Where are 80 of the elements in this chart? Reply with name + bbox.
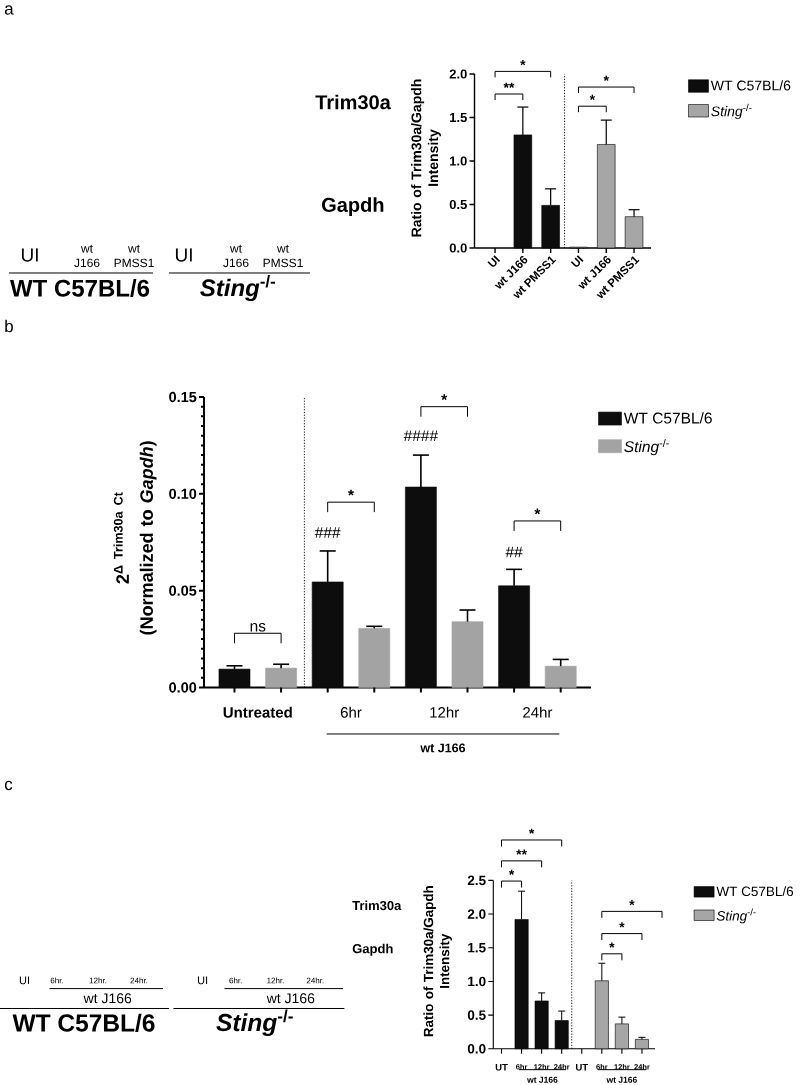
- text: wt J166: [527, 1076, 558, 1083]
- bar: [311, 581, 344, 688]
- legend-label: Sting$^{-/-}$: [624, 438, 669, 456]
- text: WT C57BL/6: [10, 279, 150, 297]
- x-tick-label: Untreated: [223, 706, 292, 718]
- y-tick-label: 0.15: [169, 391, 197, 403]
- bar: [544, 665, 577, 688]
- annotation: *: [348, 489, 354, 496]
- legend-label: Sting$^{-/-}$: [716, 908, 756, 924]
- legend-label: Sting$^{-/-}$: [711, 103, 752, 120]
- y-tick-label: 0.0: [449, 243, 467, 253]
- x-tick-label: 24hr: [523, 706, 553, 718]
- bar: [405, 486, 437, 688]
- annotation: *: [534, 508, 541, 515]
- text: WT C57BL/6: [12, 1013, 155, 1032]
- text: Gapdh: [352, 943, 393, 956]
- text: Gapdh: [322, 197, 384, 216]
- text: 6hr.: [229, 977, 242, 984]
- text: wt J166: [420, 743, 466, 753]
- y-tick-label: 2.0: [467, 909, 486, 919]
- annotation: ####: [403, 430, 439, 442]
- y-tick-label: 0.5: [449, 199, 467, 210]
- text: 12hr.: [267, 977, 284, 984]
- annotation: *: [629, 900, 635, 906]
- y-tick-label: 0.5: [467, 1010, 486, 1020]
- annotation: *: [619, 922, 625, 928]
- x-tick-label: UT: [495, 1063, 508, 1071]
- x-tick-label: UI: [487, 255, 501, 267]
- y-tick-label: 1.0: [450, 156, 467, 166]
- bar: [218, 668, 251, 688]
- text: Trim30a: [352, 900, 402, 911]
- text: *: [528, 828, 535, 834]
- text: 24hr.: [130, 977, 148, 984]
- x-tick-label: 6hr: [340, 706, 362, 718]
- legend-label: WT C57BL/6: [623, 412, 712, 424]
- text: *: [520, 60, 526, 66]
- x-tick-label: UI: [570, 255, 584, 267]
- y-axis-title: Ratio of Trim30a/Gapdh Intensity: [411, 79, 441, 237]
- text: c: [4, 780, 13, 791]
- legend-label: WT C57BL/6: [710, 80, 791, 91]
- annotation: ns: [250, 623, 266, 632]
- text: UI: [197, 976, 208, 985]
- y-tick-label: 1.5: [468, 943, 486, 953]
- y-tick-label: 0.0: [467, 1044, 486, 1054]
- text: wt J166: [266, 993, 315, 1004]
- y-tick-label: 2.0: [449, 69, 467, 79]
- y-tick-label: 2.5: [467, 875, 486, 886]
- y-tick-label: 0.05: [169, 585, 197, 596]
- text: UI: [19, 976, 29, 985]
- y-tick-label: 0.00: [169, 682, 197, 693]
- x-tick-label: 12hr: [430, 706, 459, 718]
- bar: [358, 628, 391, 688]
- y-tick-label: 1.5: [450, 112, 467, 123]
- text: 12hr.: [89, 977, 107, 984]
- y-tick-label: 0.10: [169, 488, 197, 499]
- text: wt J166: [83, 993, 132, 1004]
- text: 6hr.: [50, 977, 63, 984]
- annotation: ##: [505, 546, 523, 558]
- y-axis-title: Ratio of Trim30a/Gapdh Intensity: [423, 886, 452, 1037]
- text: a: [4, 5, 14, 15]
- annotation: *: [603, 75, 609, 81]
- text: Sting$^{-/-}$: [200, 274, 275, 302]
- text: Sting$^{-/-}$: [216, 1009, 293, 1037]
- annotation: ###: [314, 527, 341, 538]
- annotation: *: [441, 394, 448, 401]
- annotation: *: [589, 94, 596, 101]
- bar: [451, 621, 484, 688]
- text: 24hr.: [306, 977, 324, 984]
- y-tick-label: 1.0: [468, 976, 486, 987]
- annotation: **: [503, 82, 515, 88]
- x-tick-label: UT: [576, 1063, 589, 1071]
- legend-label: WT C57BL/6: [716, 886, 794, 897]
- bar: [498, 585, 530, 688]
- bar: [265, 667, 297, 688]
- text: Trim30a: [315, 94, 391, 110]
- annotation: *: [609, 942, 615, 948]
- text: *: [508, 869, 515, 875]
- text: b: [5, 319, 13, 333]
- text: wt J166: [606, 1076, 637, 1083]
- text: **: [516, 849, 528, 855]
